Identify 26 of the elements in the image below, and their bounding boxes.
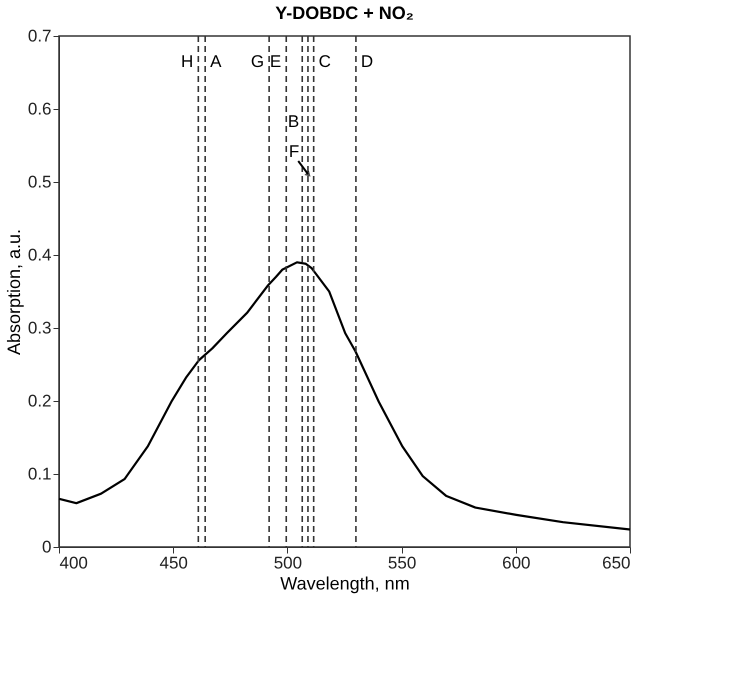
ref-line-label: A	[210, 52, 222, 71]
x-tick-label: 450	[160, 554, 188, 572]
x-axis-title: Wavelength, nm	[280, 574, 410, 594]
ref-line-label: B	[288, 112, 300, 131]
line-series	[58, 261, 632, 531]
y-tick-label: 0.7	[28, 26, 52, 46]
y-tick-label: 0	[42, 538, 52, 556]
ref-line-label: E	[270, 52, 282, 71]
y-tick-label: 0.5	[28, 172, 52, 192]
ref-line-label: H	[181, 52, 194, 71]
y-tick-label: 0.1	[28, 464, 52, 484]
y-tick-label: 0.4	[28, 246, 52, 264]
ref-line-label: F	[288, 142, 300, 161]
chart-title: Y-DOBDC + NO₂	[275, 3, 414, 23]
x-tick-label: 550	[388, 554, 416, 572]
x-tick-label: 500	[274, 554, 302, 572]
ref-line-label: D	[360, 52, 374, 71]
x-tick-label: 400	[60, 554, 88, 572]
y-tick-label: 0.2	[28, 392, 52, 410]
x-tick-label: 650	[602, 554, 630, 572]
y-axis-title: Absorption, a.u.	[4, 228, 24, 356]
ref-line-label: G	[250, 52, 264, 71]
x-tick-label: 600	[502, 554, 530, 572]
y-tick-label: 0.3	[28, 318, 52, 338]
ref-line-label: C	[318, 52, 331, 71]
y-tick-label: 0.6	[28, 100, 52, 118]
